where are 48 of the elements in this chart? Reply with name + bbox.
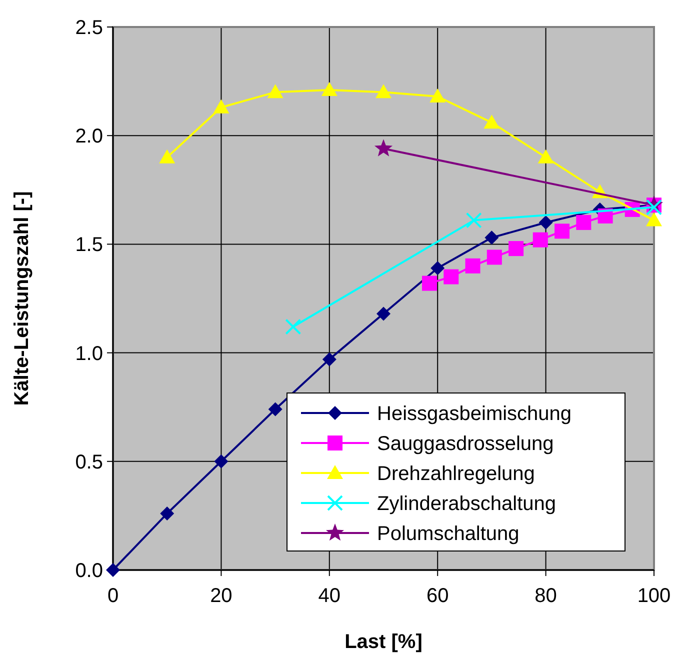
point [285,318,302,335]
point [106,563,120,577]
y-tick-label: 0.5 [75,451,103,474]
point [484,230,499,245]
point [486,250,502,265]
legend-label: Sauggasdrosselung [377,433,554,455]
x-tick-label: 0 [107,585,119,607]
point [430,88,446,103]
point [444,269,459,284]
x-tick-label: 100 [637,585,671,607]
y-tick-label: 1.5 [75,234,103,256]
point [532,232,548,248]
point [576,214,592,230]
point [554,224,570,239]
x-tick-label: 60 [426,585,449,607]
point [214,454,228,468]
point [538,215,553,230]
x-axis-title: Last [%] [344,631,422,653]
y-tick-label: 2.0 [75,126,103,148]
x-tick-label: 80 [534,585,557,607]
point [508,241,524,256]
x-tick-label: 40 [318,585,341,607]
point [213,99,230,114]
legend-label: Polumschaltung [377,523,520,545]
x-tick-label: 20 [210,585,232,607]
point [465,258,480,274]
y-tick-label: 0.0 [75,560,103,582]
point [321,82,338,96]
point [160,506,174,521]
legend-label: Heissgasbeimischung [377,403,572,425]
y-tick-label: 2.5 [75,17,103,39]
point [466,212,482,228]
point [268,402,282,416]
point [646,212,662,226]
point [484,114,500,129]
point [267,84,284,98]
legend-label: Drehzahlregelung [377,463,535,485]
point [376,84,392,98]
point [430,261,445,276]
legend-label: Zylinderabschaltung [377,493,556,515]
point [422,276,437,291]
point [322,352,336,366]
point [538,149,554,164]
y-tick-label: 1.0 [75,342,103,365]
point [374,139,393,156]
point [376,306,390,321]
y-axis-title: Kälte-Leistungszahl [-] [11,191,33,406]
point [159,149,176,164]
